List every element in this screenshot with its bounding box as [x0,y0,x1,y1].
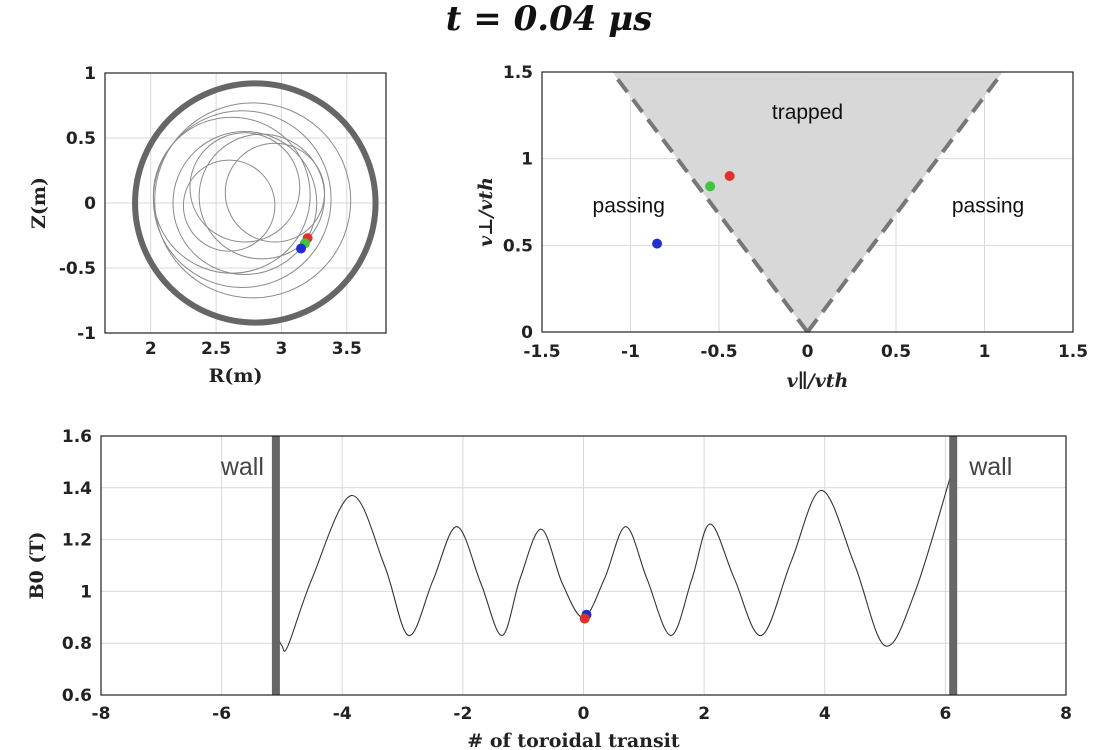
x-axis-label: # of toroidal transit [467,730,680,750]
axes-frame [104,72,387,334]
x-tick-label: -0.5 [700,342,737,362]
y-axis-label: Z(m) [28,177,50,229]
orbit-trace [172,131,318,275]
orbit-trace [189,132,301,243]
axes-frame [100,435,1067,696]
x-tick-label: 4 [819,704,831,724]
axes-frame [541,71,1074,333]
field-strength-line [275,466,954,652]
x-tick-label: 1 [979,342,991,362]
y-tick-label: -1 [77,324,96,344]
y-tick-label: 0.6 [62,686,92,706]
vessel-wall [132,80,379,326]
field-strength-axes: -8 -6 -4 -2 0 2 4 6 8 0.6 0.8 1 1.2 1.4 1.6 wall wall # o… [26,427,1072,750]
x-tick-label: 1.5 [1058,342,1088,362]
x-tick-label: 2.5 [201,339,231,359]
y-tick-label: 1 [84,64,96,84]
poloidal-orbit-axes: 2 2.5 3 3.5 -1 -0.5 0 0.5 1 R(m) Z(m) [28,64,387,387]
velocity-space-axes: -1.5 -1 -0.5 0 0.5 1 1.5 0 0.5 1 1.5 trapped passing… [475,63,1088,392]
particle-marker-blue [652,238,663,249]
x-axis-label: R(m) [209,365,263,387]
x-tick-label: -4 [333,704,352,724]
wall-label-right: wall [968,453,1012,481]
x-tick-label: 6 [939,704,951,724]
particle-marker-blue [296,243,307,254]
particle-marker-red [724,171,735,181]
y-tick-label: 0.5 [66,129,96,149]
x-axis-label: v∥/vth [787,370,849,392]
x-tick-label: 3.5 [332,339,362,359]
trapped-boundary-left [610,70,810,334]
y-tick-label: 0.5 [503,236,533,256]
y-tick-label: 1.4 [62,479,92,499]
y-tick-label: -0.5 [59,259,96,279]
wall-label-left: wall [220,453,264,481]
region-label: trapped [772,101,843,124]
region-label: passing [593,194,665,217]
y-tick-label: 1 [521,150,533,170]
orbit-trace [152,116,311,274]
orbit-trace [182,159,276,252]
y-tick-label: 1.2 [62,531,92,551]
y-tick-label: 1.6 [62,427,92,447]
y-tick-label: 0 [521,323,533,343]
trapped-boundary-right [805,70,1005,334]
x-tick-label: -6 [212,704,231,724]
x-tick-label: 0 [578,704,590,724]
y-axis-label: v⊥/vth [475,177,497,247]
x-tick-label: -1.5 [523,342,560,362]
x-tick-label: -8 [92,704,111,724]
particle-marker-green [705,181,716,192]
y-tick-label: 1 [80,582,92,602]
orbit-trace [224,142,326,243]
x-tick-label: -2 [453,704,472,724]
x-tick-label: 0 [802,342,814,362]
x-tick-label: 3 [276,339,288,359]
x-tick-label: 2 [698,704,710,724]
region-label: passing [952,194,1024,217]
y-axis-label: B0 (T) [26,531,48,599]
y-tick-label: 0.8 [62,634,92,654]
x-tick-label: 2 [145,339,157,359]
figure-title: t = 0.04 μs [446,0,653,39]
x-tick-label: 0.5 [881,342,911,362]
y-tick-label: 0 [84,194,96,214]
x-tick-label: 8 [1060,704,1072,724]
particle-marker-red [579,613,590,624]
orbit-trace [154,102,352,299]
y-tick-label: 1.5 [503,63,533,83]
x-tick-label: -1 [621,342,640,362]
